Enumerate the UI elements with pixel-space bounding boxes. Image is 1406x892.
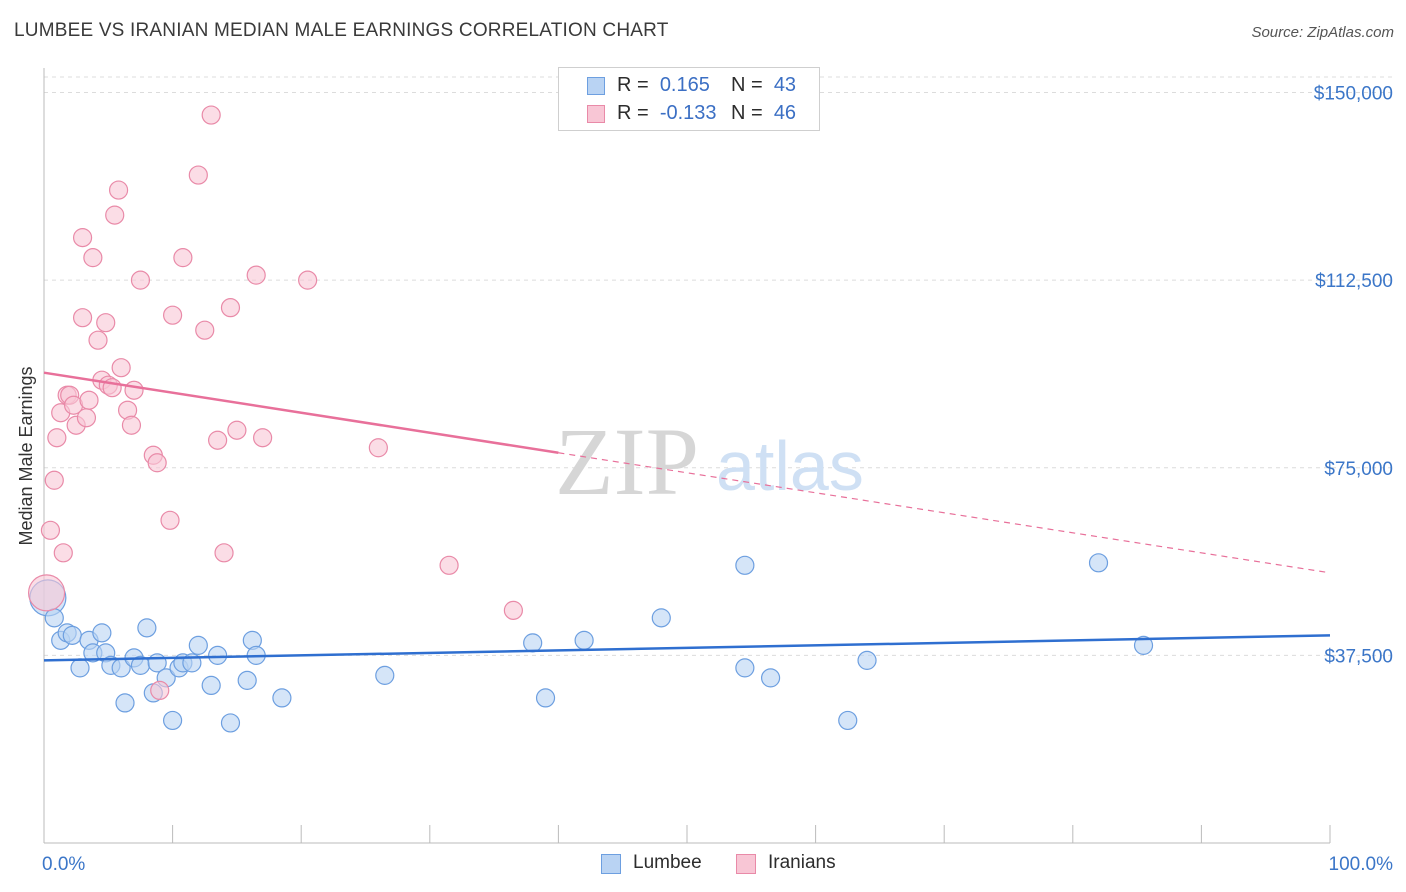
correlation-legend: R = 0.165 N = 43 R = -0.133 N = 46: [558, 67, 820, 131]
lumbee-point: [92, 623, 112, 643]
lumbee-point: [44, 608, 64, 628]
lumbee-point: [535, 688, 556, 708]
iranians-legend-label: Iranians: [768, 852, 836, 873]
lumbee-point: [115, 693, 135, 713]
iranian-point: [130, 270, 151, 290]
lumbee-n: N = 43: [731, 74, 797, 96]
lumbee-point: [857, 650, 877, 670]
iranian-point: [227, 420, 247, 440]
x-tick-label: 0.0%: [42, 854, 85, 875]
iranian-point: [124, 380, 144, 400]
iranian-point: [40, 520, 61, 540]
iranian-point: [44, 470, 64, 490]
y-tick-label: $75,000: [1324, 459, 1393, 480]
iranians-legend-swatch: [736, 854, 756, 874]
iranian-point: [503, 600, 523, 620]
lumbee-point: [163, 710, 183, 731]
tick-labels: $37,500 $75,000 $112,500 $150,000 0.0% 100.0%: [42, 84, 1393, 875]
iranian-point: [79, 390, 99, 410]
chart-title: LUMBEE VS IRANIAN MEDIAN MALE EARNINGS C…: [14, 20, 669, 41]
iranian-point: [88, 330, 108, 350]
iranian-point: [298, 270, 318, 290]
iranian-point: [72, 308, 93, 328]
lumbee-point: [272, 688, 292, 708]
iranian-point: [147, 453, 167, 473]
iranian-point: [188, 165, 208, 185]
y-axis-label: Median Male Earnings: [16, 366, 36, 545]
iranian-point: [368, 438, 388, 458]
iranian-point: [53, 543, 73, 563]
axes: [43, 68, 1331, 844]
y-tick-label: $112,500: [1315, 271, 1393, 292]
lumbee-point: [237, 670, 257, 690]
lumbee-point: [62, 625, 82, 645]
lumbee-point: [735, 658, 755, 678]
lumbee-legend-label: Lumbee: [633, 852, 702, 873]
iranian-trend-line: [43, 371, 559, 454]
iranian-point: [72, 228, 93, 248]
x-tick-label: 100.0%: [1329, 854, 1394, 875]
iranians-r: R = -0.133: [617, 102, 717, 124]
lumbee-point: [1088, 553, 1109, 573]
lumbee-point: [70, 658, 90, 678]
iranian-point: [439, 555, 459, 575]
lumbee-point: [574, 630, 594, 650]
iranian-point: [76, 408, 97, 428]
lumbee-r: R = 0.165: [617, 74, 710, 96]
trend-lines: [43, 371, 1331, 662]
watermark-zip: ZIP: [555, 408, 699, 515]
lumbee-point: [208, 645, 228, 665]
lumbee-point: [375, 665, 395, 685]
iranian-point: [163, 305, 183, 325]
iranian-point: [111, 358, 131, 378]
lumbee-n-value: 43: [773, 74, 797, 96]
iranian-point: [195, 320, 215, 340]
lumbee-point: [735, 555, 755, 575]
lumbee-point: [188, 635, 208, 655]
lumbee-point: [220, 713, 241, 733]
iranian-point: [246, 265, 266, 285]
y-tick-label: $37,500: [1324, 646, 1393, 667]
iranian-point: [121, 415, 142, 435]
iranian-point: [220, 298, 241, 318]
iranians-swatch: [587, 105, 605, 123]
lumbee-swatch: [587, 77, 605, 95]
source-attribution: Source: ZipAtlas.com: [1251, 24, 1394, 41]
iranians-n: N = 46: [731, 102, 797, 124]
lumbee-point: [523, 633, 543, 653]
iranian-point: [173, 248, 193, 268]
iranian-point: [208, 430, 228, 450]
lumbee-point: [760, 668, 781, 688]
iranian-point: [105, 205, 125, 225]
iranian-point: [201, 105, 221, 125]
lumbee-point: [651, 608, 671, 628]
lumbee-r-value: 0.165: [659, 74, 710, 96]
iranian-point: [83, 248, 103, 268]
lumbee-point: [201, 675, 221, 696]
iranian-point: [214, 543, 234, 563]
lumbee-point: [838, 710, 858, 731]
iranians-n-value: 46: [773, 102, 797, 124]
iranian-point: [27, 574, 66, 612]
lumbee-trend-line: [43, 634, 1331, 662]
iranian-point: [108, 180, 129, 200]
watermark-atlas: atlas: [716, 427, 864, 505]
iranian-point: [160, 510, 180, 530]
iranian-point: [47, 428, 67, 448]
y-tick-label: $150,000: [1314, 84, 1393, 105]
lumbee-legend-swatch: [601, 854, 621, 874]
iranian-trend-extension: [558, 452, 1331, 574]
data-points: [27, 105, 1154, 733]
iranian-point: [96, 313, 116, 333]
iranian-point: [150, 680, 170, 701]
lumbee-point: [1133, 635, 1154, 655]
iranian-point: [253, 428, 273, 448]
iranians-r-value: -0.133: [659, 102, 717, 124]
grid-lines: [44, 76, 1395, 656]
lumbee-point: [137, 618, 157, 638]
